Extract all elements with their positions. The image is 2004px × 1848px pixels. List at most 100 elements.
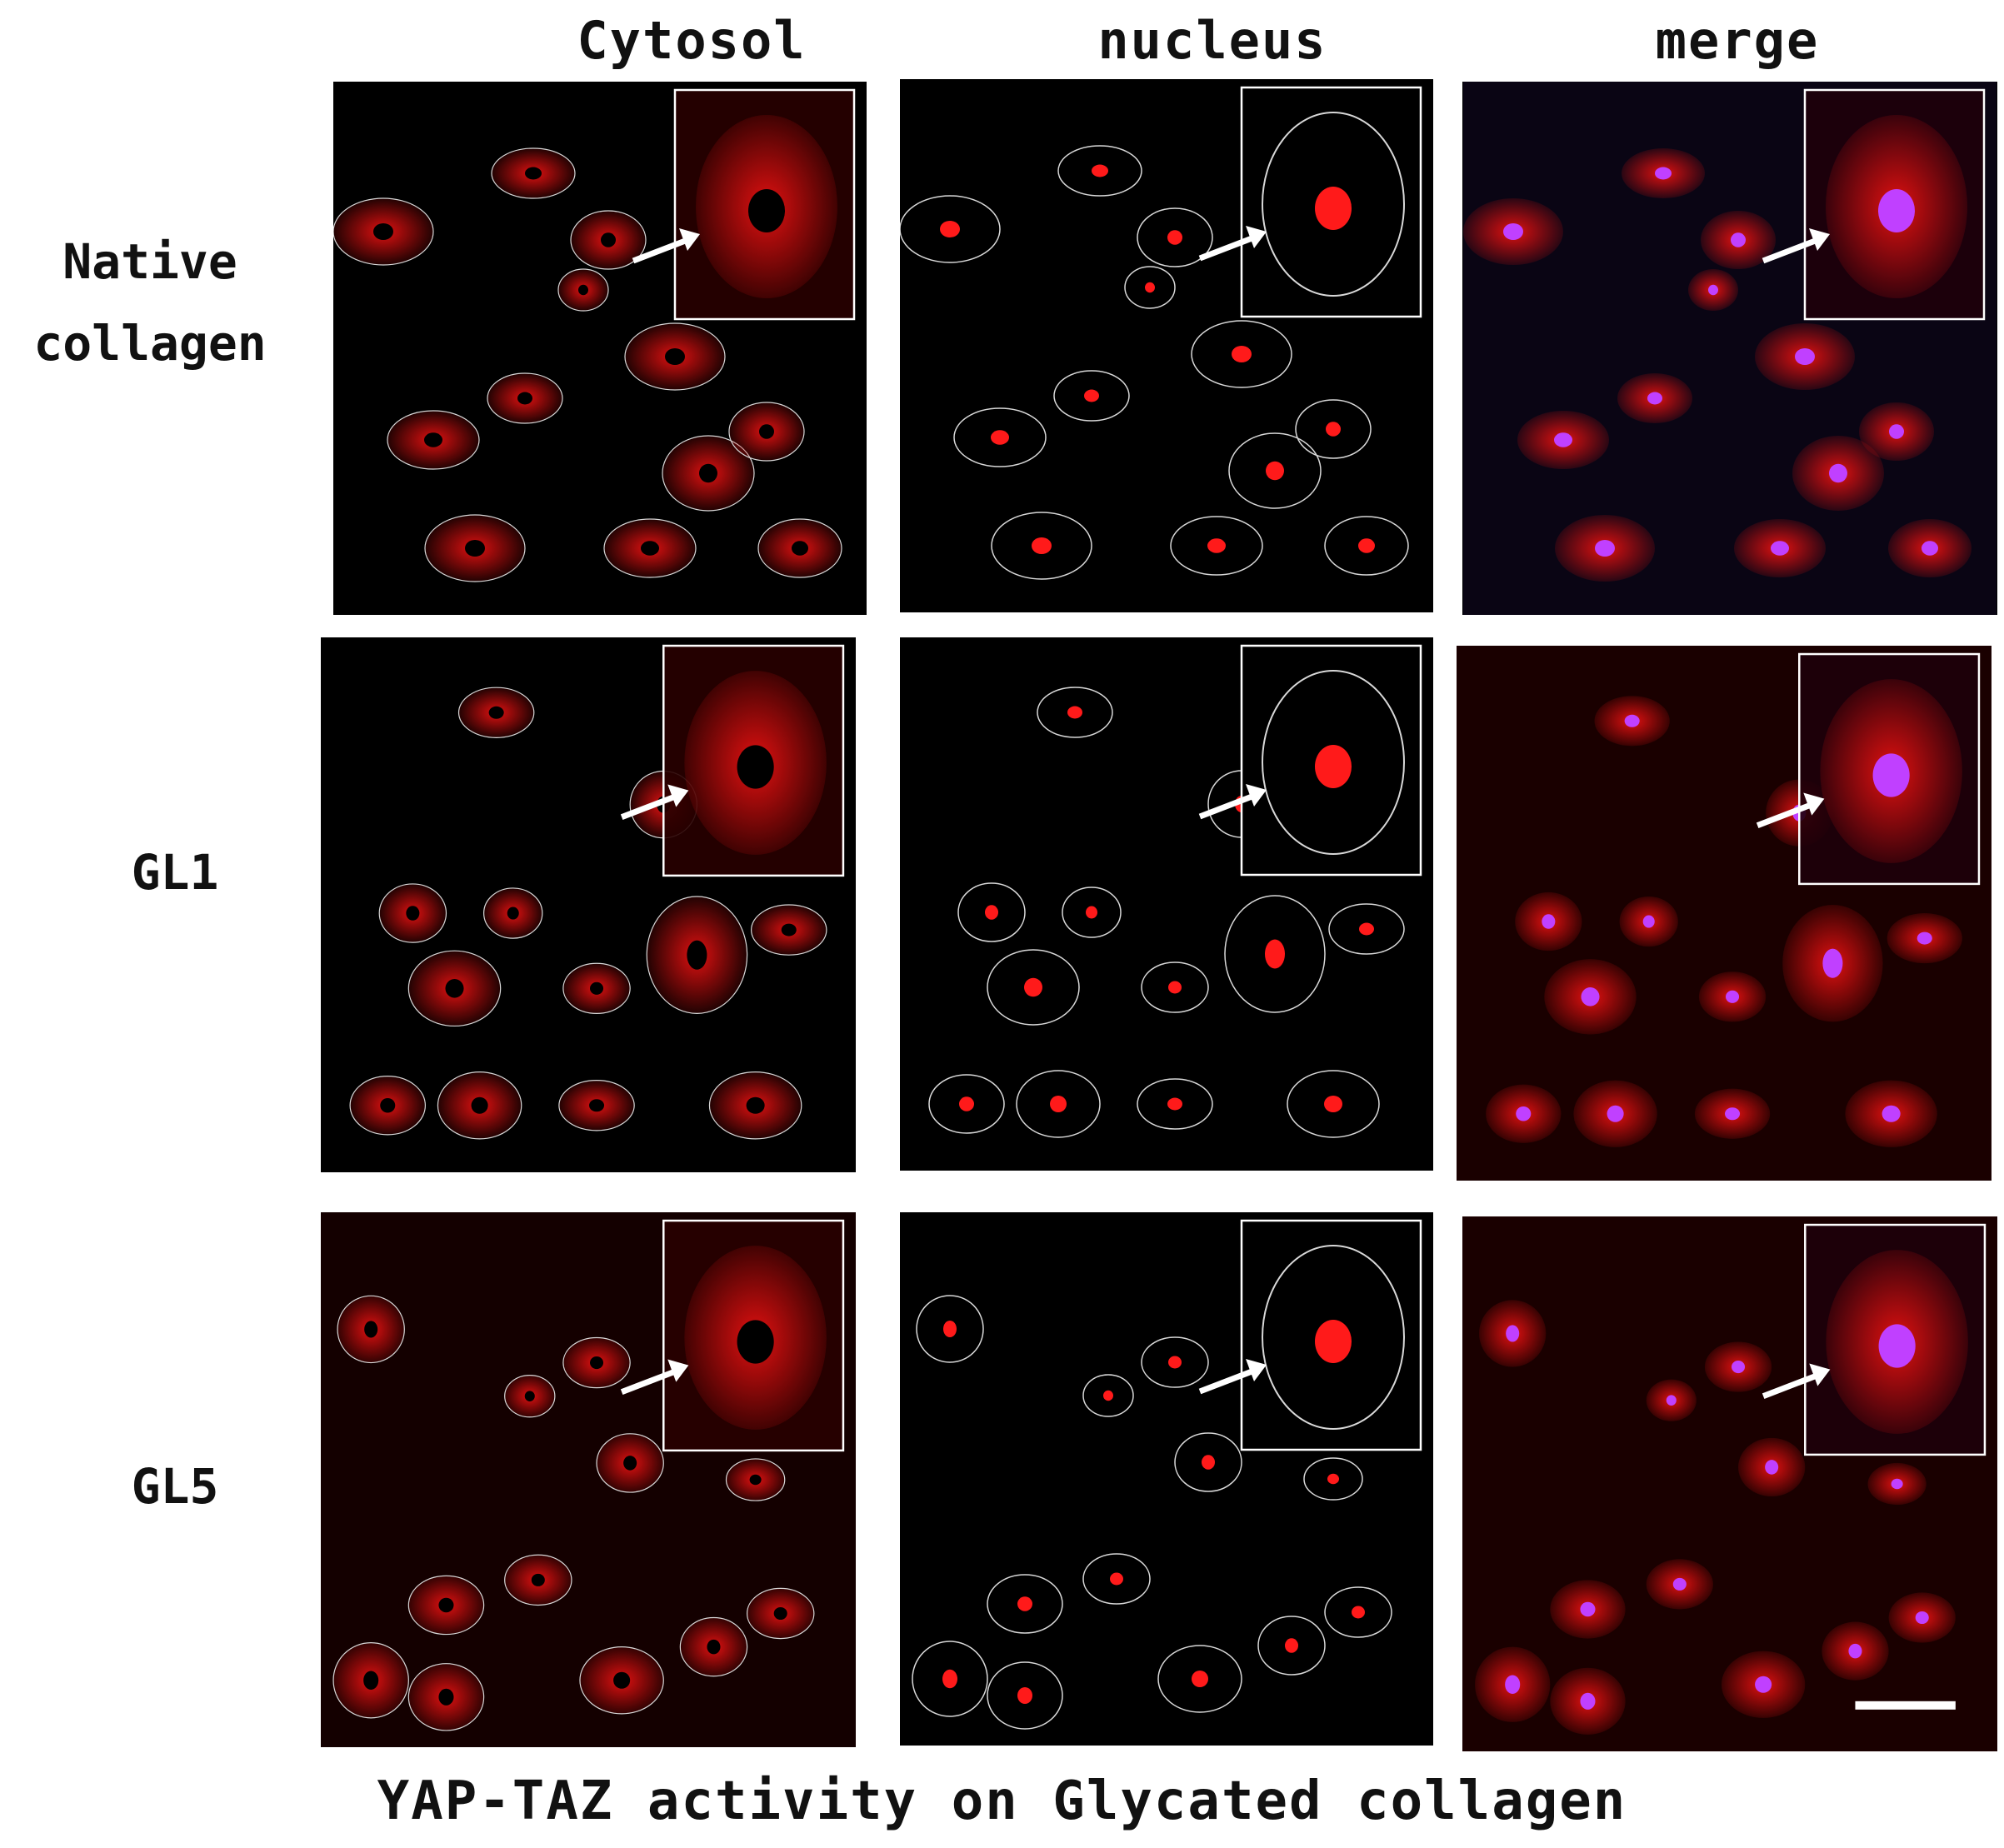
arrow-icon [1762, 1363, 1831, 1399]
nucleus-7 [1580, 1692, 1596, 1710]
cell-5 [1157, 1645, 1242, 1713]
nucleus-3 [1580, 1601, 1596, 1617]
cell-0 [916, 1295, 984, 1363]
nucleus-6 [1285, 1638, 1298, 1653]
nucleus-8 [1708, 284, 1718, 296]
nucleus-1 [985, 905, 998, 920]
nucleus-4 [424, 432, 442, 447]
nucleus-10 [1666, 1395, 1677, 1406]
nucleus-1 [1542, 914, 1556, 929]
nucleus-6 [707, 1639, 721, 1655]
arrow-icon [1198, 226, 1267, 262]
cell-0 [1037, 687, 1113, 738]
cell-2 [987, 949, 1080, 1026]
panel-gl5-cytosol [321, 1212, 856, 1747]
nucleus-8 [959, 1096, 974, 1111]
nucleus-4 [1672, 1577, 1687, 1591]
nucleus-3 [1017, 1596, 1032, 1611]
nucleus-0 [1067, 706, 1082, 719]
nucleus-9 [589, 1099, 605, 1112]
nucleus-0 [373, 223, 393, 240]
nucleus-7 [465, 540, 485, 557]
nucleus-7 [1017, 1687, 1032, 1704]
micrograph [900, 637, 1433, 1171]
nucleus-2 [1167, 230, 1182, 245]
nucleus-6 [699, 463, 717, 483]
cell-11 [1324, 516, 1409, 576]
cell-5 [1053, 370, 1130, 422]
nucleus-7 [1822, 948, 1843, 978]
arrow-icon [620, 1359, 689, 1395]
micrograph [1463, 82, 1997, 615]
nucleus-8 [363, 1671, 379, 1691]
nucleus-10 [1103, 1390, 1113, 1401]
cell-6 [1016, 1070, 1101, 1138]
nucleus-10 [1207, 538, 1226, 553]
nucleus-4 [1554, 432, 1572, 447]
nucleus-7 [1032, 537, 1052, 554]
inset-nucleus [1315, 187, 1352, 230]
arrow-icon [1756, 792, 1825, 828]
inset-nucleus [1315, 745, 1352, 788]
arrow-icon [1198, 1359, 1267, 1395]
nucleus-10 [524, 1391, 535, 1401]
row-label-native: Native collagen [0, 221, 300, 384]
figure-caption: YAP-TAZ activity on Glycated collagen [377, 1771, 1627, 1832]
col-header-nucleus: nucleus [1097, 10, 1327, 71]
panel-gl5-merge [1462, 1216, 1997, 1751]
cell-6 [1228, 432, 1322, 509]
micrograph [333, 82, 867, 615]
nucleus-8 [942, 1669, 957, 1689]
nucleus-8 [380, 1097, 396, 1113]
col-header-cytosol: Cytosol [577, 10, 807, 71]
nucleus-2 [1024, 977, 1042, 997]
cell-4 [953, 407, 1047, 467]
panel-gl5-nucleus [900, 1212, 1433, 1746]
nucleus-0 [1624, 714, 1640, 727]
cell-8 [928, 1074, 1005, 1134]
cell-3 [987, 1574, 1063, 1634]
panel-native-merge [1462, 82, 1997, 615]
nucleus-5 [1642, 915, 1655, 928]
nucleus-7 [1595, 540, 1615, 557]
nucleus-11 [1358, 538, 1375, 553]
nucleus-5 [1192, 1671, 1208, 1687]
arrow-icon [1762, 228, 1830, 264]
nucleus-0 [1506, 1325, 1520, 1342]
inset-nucleus [748, 189, 785, 232]
inset-nucleus [737, 1320, 774, 1364]
cell-2 [1174, 1432, 1242, 1492]
nucleus-3 [590, 981, 604, 995]
nucleus-5 [1647, 392, 1662, 405]
nucleus-4 [1110, 1572, 1123, 1586]
nucleus-6 [1829, 463, 1847, 483]
nucleus-2 [445, 979, 464, 998]
nucleus-11 [1917, 931, 1932, 945]
nucleus-7 [1265, 939, 1285, 969]
nucleus-2 [1765, 1460, 1779, 1475]
micrograph [1462, 1216, 1997, 1751]
nucleus-10 [641, 541, 659, 556]
nucleus-0 [488, 706, 504, 719]
arrow-icon [1198, 784, 1267, 820]
nucleus-4 [531, 1573, 545, 1586]
panel-gl1-nucleus [900, 637, 1433, 1171]
cell-7 [987, 1661, 1063, 1730]
nucleus-5 [1755, 1676, 1772, 1693]
nucleus-0 [940, 221, 960, 237]
cell-8 [1124, 266, 1176, 309]
cell-7 [991, 512, 1092, 580]
nucleus-3 [438, 1597, 454, 1613]
nucleus-10 [746, 1096, 765, 1114]
row-label-native-line1: Native [62, 233, 237, 290]
nucleus-2 [1581, 987, 1600, 1006]
nucleus-9 [1352, 1606, 1365, 1619]
nucleus-2 [623, 1456, 637, 1471]
nucleus-8 [578, 284, 588, 296]
nucleus-9 [1915, 1611, 1929, 1625]
nucleus-1 [1092, 164, 1108, 177]
nucleus-4 [991, 430, 1009, 445]
cell-11 [1328, 903, 1405, 955]
row-label-gl5-text: GL5 [131, 1458, 219, 1515]
inset-nucleus [1878, 1324, 1916, 1368]
